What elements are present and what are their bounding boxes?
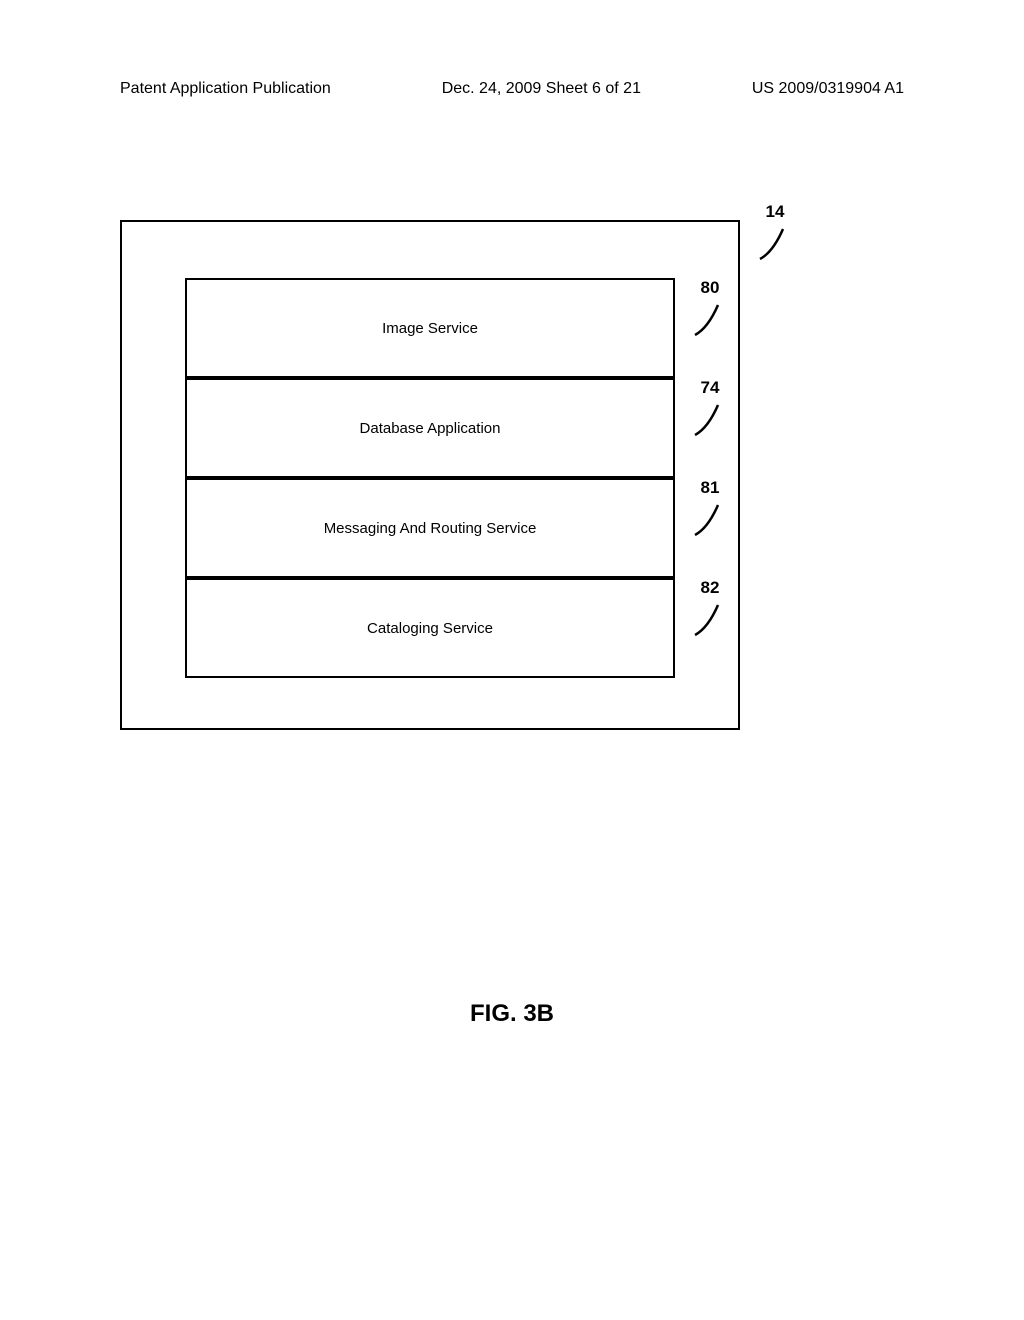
leader-line-icon xyxy=(690,600,730,640)
service-box-messaging: Messaging And Routing Service xyxy=(185,478,675,578)
header-center: Dec. 24, 2009 Sheet 6 of 21 xyxy=(442,80,641,98)
leader-line-icon xyxy=(690,400,730,440)
ref-box-3: 81 xyxy=(690,478,730,540)
service-box-cataloging: Cataloging Service xyxy=(185,578,675,678)
ref-box-1: 80 xyxy=(690,278,730,340)
ref-outer: 14 xyxy=(755,202,795,264)
ref-number: 14 xyxy=(766,202,785,222)
figure-label: FIG. 3B xyxy=(0,1000,1024,1028)
ref-number: 80 xyxy=(701,278,720,298)
ref-number: 81 xyxy=(701,478,720,498)
leader-line-icon xyxy=(755,224,795,264)
leader-line-icon xyxy=(690,500,730,540)
page-header: Patent Application Publication Dec. 24, … xyxy=(0,80,1024,98)
service-box-image: Image Service xyxy=(185,278,675,378)
header-right: US 2009/0319904 A1 xyxy=(752,80,904,98)
service-label: Image Service xyxy=(382,320,478,337)
ref-number: 82 xyxy=(701,578,720,598)
leader-line-icon xyxy=(690,300,730,340)
service-label: Cataloging Service xyxy=(367,620,493,637)
ref-number: 74 xyxy=(701,378,720,398)
service-box-database: Database Application xyxy=(185,378,675,478)
diagram-container: Image Service Database Application Messa… xyxy=(120,220,780,760)
ref-box-4: 82 xyxy=(690,578,730,640)
ref-box-2: 74 xyxy=(690,378,730,440)
header-left: Patent Application Publication xyxy=(120,80,331,98)
service-label: Database Application xyxy=(360,420,501,437)
service-label: Messaging And Routing Service xyxy=(324,520,537,537)
